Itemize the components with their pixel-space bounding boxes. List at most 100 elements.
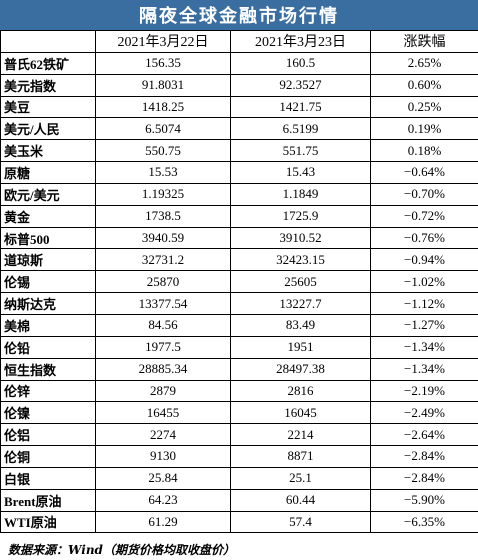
row-value-date2: 32423.15 (230, 248, 371, 272)
row-value-date1: 25.84 (95, 466, 231, 490)
row-change-cell: −2.64% (370, 423, 478, 447)
page-title: 隔夜全球金融市场行情 (0, 0, 478, 30)
row-name-cell: 伦镍 (0, 401, 96, 425)
row-change-cell: −5.90% (370, 488, 478, 512)
row-name-cell: 白银 (0, 466, 96, 490)
table-row: 伦锌 2879 2816 −2.19% (0, 379, 478, 403)
row-change-cell: −2.19% (370, 379, 478, 403)
row-change-cell: 0.25% (370, 95, 478, 119)
table-row: 普氏62铁矿 156.35 160.5 2.65% (0, 51, 478, 75)
row-value-date1: 2274 (95, 423, 231, 447)
row-name-cell: 恒生指数 (0, 357, 96, 381)
row-value-date2: 3910.52 (230, 226, 371, 250)
row-value-date2: 92.3527 (230, 73, 371, 97)
row-change-cell: 0.19% (370, 117, 478, 141)
row-name-cell: 黄金 (0, 204, 96, 228)
row-change-cell: −6.35% (370, 510, 478, 534)
row-change-cell: 0.18% (370, 139, 478, 163)
table-row: 美元指数 91.8031 92.3527 0.60% (0, 73, 478, 97)
row-value-date1: 64.23 (95, 488, 231, 512)
table-row: 原糖 15.53 15.43 −0.64% (0, 161, 478, 184)
row-value-date2: 25605 (230, 270, 371, 294)
row-value-date1: 2879 (95, 379, 231, 403)
row-change-cell: −0.72% (370, 204, 478, 228)
row-name-cell: 伦锌 (0, 379, 96, 403)
table-row: 美棉 84.56 83.49 −1.27% (0, 313, 478, 337)
row-value-date2: 6.5199 (230, 117, 371, 141)
header-cell-name (0, 30, 96, 53)
table-row: 恒生指数 28885.34 28497.38 −1.34% (0, 357, 478, 381)
row-value-date2: 8871 (230, 445, 371, 468)
row-value-date2: 25.1 (230, 466, 371, 490)
table-row: 伦镍 16455 16045 −2.49% (0, 401, 478, 425)
row-value-date1: 13377.54 (95, 292, 231, 315)
row-name-cell: 美元/人民 (0, 117, 96, 141)
row-name-cell: 普氏62铁矿 (0, 51, 96, 75)
row-value-date2: 60.44 (230, 488, 371, 512)
row-name-cell: 道琼斯 (0, 248, 96, 272)
table-row: 美元/人民 6.5074 6.5199 0.19% (0, 117, 478, 141)
header-cell-date1: 2021年3月22日 (95, 30, 231, 53)
row-name-cell: 原糖 (0, 161, 96, 184)
table-row: 伦铝 2274 2214 −2.64% (0, 423, 478, 447)
row-value-date2: 1725.9 (230, 204, 371, 228)
row-change-cell: −1.34% (370, 357, 478, 381)
row-value-date2: 57.4 (230, 510, 371, 534)
table-body: 普氏62铁矿 156.35 160.5 2.65% 美元指数 91.8031 92.3527… (0, 51, 478, 534)
row-change-cell: −2.84% (370, 445, 478, 468)
table-row: 伦锡 25870 25605 −1.02% (0, 270, 478, 294)
row-change-cell: −1.34% (370, 335, 478, 359)
row-value-date2: 1.1849 (230, 182, 371, 206)
row-name-cell: 美元指数 (0, 73, 96, 97)
table-row: 黄金 1738.5 1725.9 −0.72% (0, 204, 478, 228)
table-row: 美豆 1418.25 1421.75 0.25% (0, 95, 478, 119)
header-cell-change: 涨跌幅 (370, 30, 478, 53)
row-change-cell: −0.76% (370, 226, 478, 250)
row-name-cell: 美玉米 (0, 139, 96, 163)
row-value-date1: 16455 (95, 401, 231, 425)
row-value-date1: 9130 (95, 445, 231, 468)
table-row: 美玉米 550.75 551.75 0.18% (0, 139, 478, 163)
row-value-date2: 15.43 (230, 161, 371, 184)
row-name-cell: 欧元/美元 (0, 182, 96, 206)
row-value-date2: 1951 (230, 335, 371, 359)
row-value-date2: 16045 (230, 401, 371, 425)
row-value-date2: 13227.7 (230, 292, 371, 315)
row-change-cell: −0.64% (370, 161, 478, 184)
row-name-cell: 伦铜 (0, 445, 96, 468)
row-change-cell: 2.65% (370, 51, 478, 75)
row-value-date1: 61.29 (95, 510, 231, 534)
row-value-date1: 1418.25 (95, 95, 231, 119)
row-value-date1: 3940.59 (95, 226, 231, 250)
row-change-cell: −0.94% (370, 248, 478, 272)
row-name-cell: 美棉 (0, 313, 96, 337)
row-value-date2: 2816 (230, 379, 371, 403)
row-value-date1: 28885.34 (95, 357, 231, 381)
row-value-date2: 1421.75 (230, 95, 371, 119)
row-name-cell: 伦锡 (0, 270, 96, 294)
row-change-cell: −0.70% (370, 182, 478, 206)
table-row: 纳斯达克 13377.54 13227.7 −1.12% (0, 292, 478, 315)
table-row: 欧元/美元 1.19325 1.1849 −0.70% (0, 182, 478, 206)
table-row: WTI原油 61.29 57.4 −6.35% (0, 510, 478, 534)
row-name-cell: WTI原油 (0, 510, 96, 534)
row-change-cell: −1.02% (370, 270, 478, 294)
header-row: 2021年3月22日 2021年3月23日 涨跌幅 (0, 30, 478, 53)
row-value-date2: 2214 (230, 423, 371, 447)
row-name-cell: 伦铅 (0, 335, 96, 359)
table-row: 道琼斯 32731.2 32423.15 −0.94% (0, 248, 478, 272)
header-cell-date2: 2021年3月23日 (230, 30, 371, 53)
row-change-cell: 0.60% (370, 73, 478, 97)
table-row: 标普500 3940.59 3910.52 −0.76% (0, 226, 478, 250)
row-value-date2: 160.5 (230, 51, 371, 75)
row-value-date1: 15.53 (95, 161, 231, 184)
row-value-date1: 32731.2 (95, 248, 231, 272)
row-change-cell: −1.12% (370, 292, 478, 315)
row-change-cell: −2.84% (370, 466, 478, 490)
row-value-date1: 84.56 (95, 313, 231, 337)
table-row: 伦铅 1977.5 1951 −1.34% (0, 335, 478, 359)
row-value-date2: 83.49 (230, 313, 371, 337)
table-row: Brent原油 64.23 60.44 −5.90% (0, 488, 478, 512)
table-row: 伦铜 9130 8871 −2.84% (0, 445, 478, 468)
